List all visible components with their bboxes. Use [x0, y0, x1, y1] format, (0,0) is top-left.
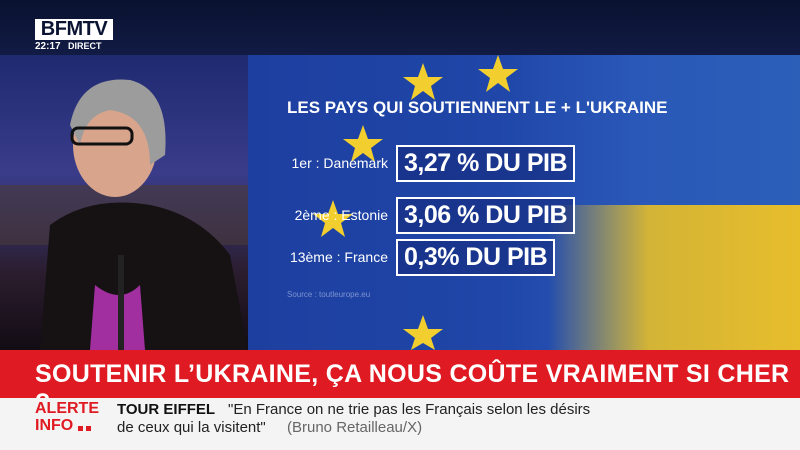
channel-logo: BFMTV: [35, 19, 113, 40]
ticker-quote: de ceux qui la visitent": [117, 419, 266, 436]
source-name: toutleurope.eu: [319, 290, 371, 299]
alert-label: ALERTE: [35, 400, 99, 417]
flag-stars: [313, 55, 518, 350]
rank-label: 13ème : France: [289, 249, 388, 265]
headline-banner: [0, 350, 800, 398]
ticker-quote: "En France on ne trie pas les Français s…: [228, 401, 591, 418]
clock: 22:17: [35, 41, 61, 52]
live-tag: DIRECT: [68, 41, 102, 51]
info-label: INFO: [35, 417, 74, 434]
gdp-value: 3,06 % DU PIB: [396, 197, 576, 234]
top-bar: [0, 0, 800, 55]
rank-label: 2ème : Estonie: [294, 207, 388, 223]
graphic-title: LES PAYS QUI SOUTIENNENT LE + L'UKRAINE: [287, 98, 668, 117]
gdp-value: 0,3% DU PIB: [396, 239, 556, 276]
ticker-author: (Bruno Retailleau/X): [287, 419, 423, 436]
dot: [78, 426, 83, 431]
presenter: [0, 79, 248, 350]
gdp-value: 3,27 % DU PIB: [396, 145, 576, 182]
dot: [86, 426, 91, 431]
headline: SOUTENIR L’UKRAINE, ÇA NOUS COÛTE VRAIME…: [35, 360, 790, 417]
ticker-topic: TOUR EIFFEL: [117, 401, 216, 418]
rank-label: 1er : Danemark: [291, 155, 388, 171]
source-label: Source :: [287, 290, 317, 299]
ukraine-flag: [548, 205, 800, 350]
studio-video: [0, 55, 248, 350]
ticker-bar: [0, 398, 800, 450]
source: Source : toutleurope.eu: [287, 290, 370, 299]
